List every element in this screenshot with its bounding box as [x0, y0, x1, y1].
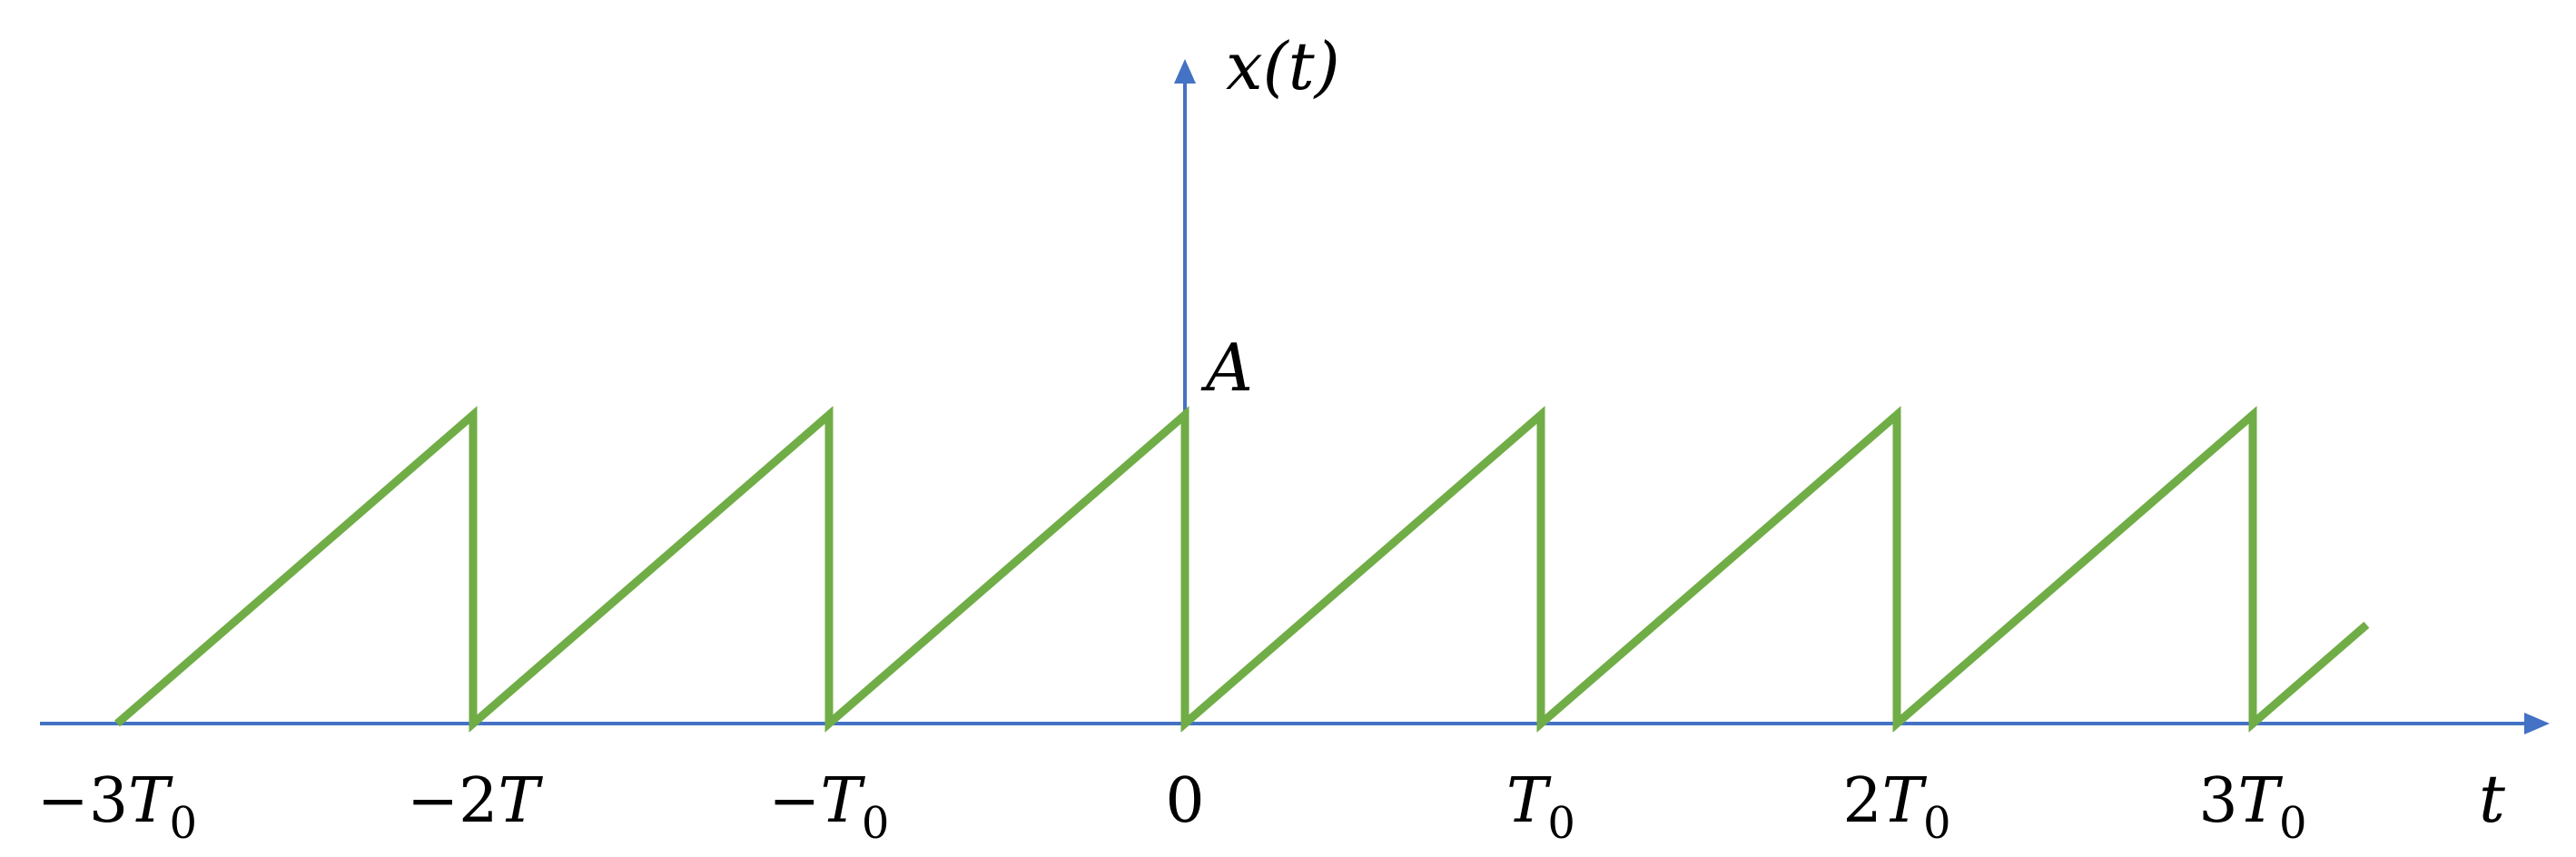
x-tick-label-prefix: 2 — [1842, 765, 1881, 837]
x-tick-label-symbol: T — [2238, 765, 2284, 837]
x-tick-label-prefix: −3 — [37, 765, 128, 837]
x-tick-label-4: T0 — [1506, 765, 1575, 849]
x-tick-label-prefix: −2 — [407, 765, 498, 837]
sawtooth-series-line — [114, 406, 2370, 733]
y-axis-arrowhead — [1174, 59, 1196, 84]
x-tick-label-prefix: 0 — [1165, 765, 1204, 837]
x-tick-label-symbol: T — [128, 765, 173, 837]
x-tick-label-6: 3T0 — [2198, 765, 2306, 849]
amplitude-label: A — [1200, 330, 1253, 406]
x-axis-arrowhead — [2524, 713, 2550, 734]
x-tick-label-subscript: 0 — [862, 798, 890, 849]
x-tick-label-subscript: 0 — [170, 798, 198, 849]
x-tick-label-subscript: 0 — [2279, 798, 2307, 849]
x-tick-label-subscript: 0 — [1923, 798, 1951, 849]
x-tick-label-symbol: T — [498, 765, 543, 837]
x-tick-label-2: −T0 — [769, 765, 890, 849]
x-tick-label-5: 2T0 — [1842, 765, 1950, 849]
y-axis-label: x(t) — [1226, 28, 1340, 104]
x-tick-label-symbol: T — [821, 765, 866, 837]
x-tick-labels: −3T0 −2T −T0 0 T0 2T0 3T0 — [37, 765, 2307, 849]
x-tick-label-prefix: − — [769, 765, 821, 837]
x-tick-label-1: −2T — [407, 765, 543, 837]
x-tick-label-0: −3T0 — [37, 765, 197, 849]
x-tick-label-symbol: T — [1882, 765, 1928, 837]
x-axis-label: t — [2479, 761, 2506, 837]
x-tick-label-prefix: 3 — [2198, 765, 2237, 837]
x-tick-label-subscript: 0 — [1547, 798, 1575, 849]
x-tick-label-3: 0 — [1165, 765, 1204, 837]
x-tick-label-symbol: T — [1506, 765, 1552, 837]
